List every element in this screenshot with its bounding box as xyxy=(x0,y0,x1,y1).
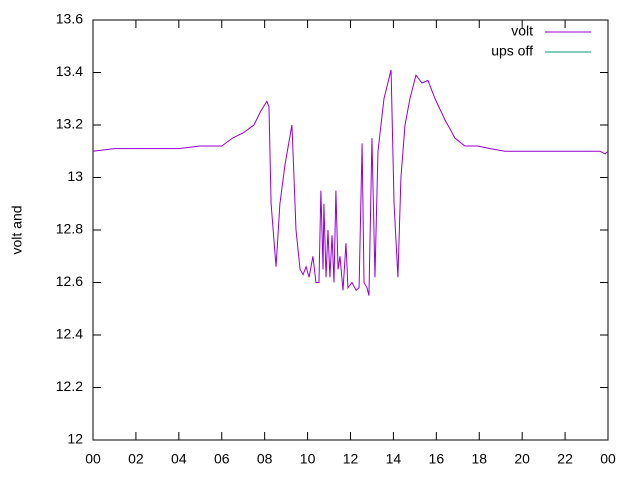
x-tick-label: 04 xyxy=(171,451,187,467)
x-tick-label: 10 xyxy=(300,451,316,467)
x-tick-label: 00 xyxy=(85,451,101,467)
x-tick-label: 00 xyxy=(600,451,616,467)
y-tick-label: 12.4 xyxy=(56,326,83,342)
x-tick-label: 16 xyxy=(429,451,445,467)
x-tick-label: 22 xyxy=(557,451,573,467)
x-tick-label: 08 xyxy=(257,451,273,467)
y-tick-label: 13.4 xyxy=(56,63,83,79)
y-tick-label: 13.6 xyxy=(56,11,83,27)
x-tick-label: 20 xyxy=(514,451,530,467)
x-tick-label: 02 xyxy=(128,451,144,467)
y-tick-label: 12.8 xyxy=(56,221,83,237)
y-tick-label: 12.2 xyxy=(56,378,83,394)
y-axis-label: volt and xyxy=(9,205,25,254)
y-tick-label: 12 xyxy=(67,431,83,447)
series-line xyxy=(92,69,609,296)
x-tick-label: 12 xyxy=(343,451,359,467)
legend-label: volt xyxy=(511,23,533,39)
x-tick-label: 14 xyxy=(386,451,402,467)
y-tick-label: 13.2 xyxy=(56,116,83,132)
plot-border xyxy=(92,19,609,441)
y-tick-label: 12.6 xyxy=(56,273,83,289)
x-tick-label: 18 xyxy=(471,451,487,467)
y-tick-label: 13 xyxy=(67,168,83,184)
legend-label: ups off xyxy=(491,43,533,59)
x-tick-label: 06 xyxy=(214,451,230,467)
